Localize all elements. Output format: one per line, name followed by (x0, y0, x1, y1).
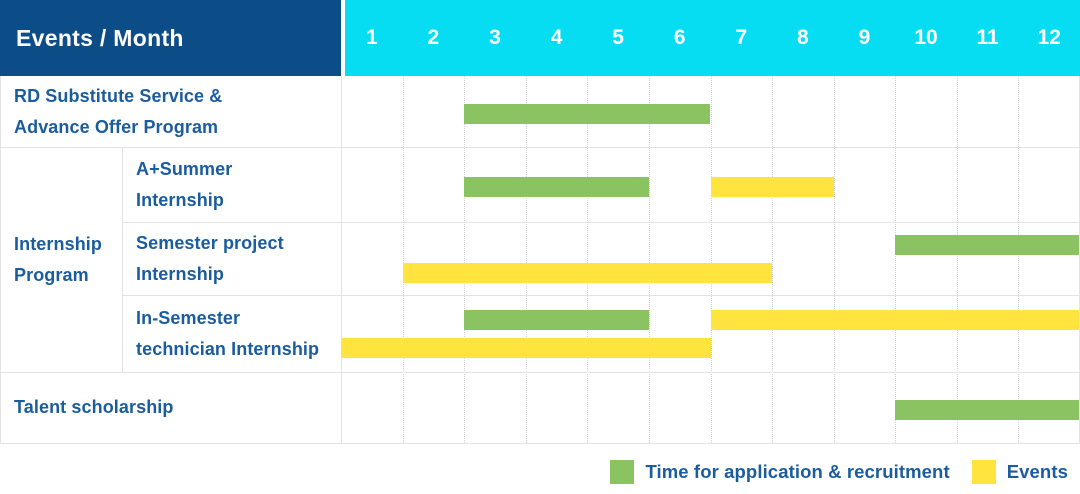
row-label-line: RD Substitute Service & (14, 85, 223, 106)
label-column-divider (341, 76, 342, 443)
row-divider (122, 222, 1080, 223)
month-gridline (587, 76, 589, 443)
row-label-talent-scholarship: Talent scholarship (0, 372, 341, 443)
month-gridline (895, 76, 897, 443)
legend-swatch-events (971, 460, 996, 484)
bar-semester-project-events (402, 262, 773, 283)
bar-in-semester-technician-recruitment (464, 309, 649, 330)
month-header-9: 9 (858, 26, 871, 49)
month-gridline (710, 76, 712, 443)
month-gridline (525, 76, 527, 443)
month-header-8: 8 (797, 26, 809, 49)
group-label-line: Program (14, 264, 89, 285)
row-divider (0, 443, 1080, 444)
month-header-1: 1 (365, 26, 378, 49)
row-label-line: Talent scholarship (14, 397, 174, 417)
month-header-12: 12 (1037, 26, 1061, 49)
month-gridline (648, 76, 650, 443)
row-label-rd-substitute: RD Substitute Service & Advance Offer Pro… (0, 76, 341, 147)
table-corner-header: Events / Month (0, 0, 341, 76)
bar-a-plus-summer-events (710, 176, 834, 197)
month-header-10: 10 (914, 26, 938, 49)
month-header-6: 6 (673, 26, 686, 49)
row-label-line: A+Summer (136, 158, 233, 179)
bar-semester-project-recruitment (895, 234, 1079, 255)
month-header-3: 3 (489, 26, 501, 49)
row-divider (0, 147, 1080, 148)
chart-legend: Time for application & recruitment Event… (610, 460, 1068, 484)
row-label-line: Semester project (136, 232, 284, 253)
bar-in-semester-technician-events (341, 337, 711, 358)
bar-rd-substitute-recruitment (464, 103, 711, 124)
month-header-7: 7 (735, 26, 748, 49)
row-label-line: technician Internship (136, 338, 320, 359)
month-header-2: 2 (427, 26, 440, 49)
table-left-border (0, 76, 1, 443)
month-gridline (833, 76, 835, 443)
month-gridline (402, 76, 404, 443)
row-divider (0, 372, 1080, 373)
row-divider (122, 295, 1080, 296)
bar-a-plus-summer-recruitment (464, 176, 649, 197)
month-gridline (772, 76, 774, 443)
month-header-11: 11 (976, 26, 999, 49)
month-gridline (956, 76, 958, 443)
month-gridline (464, 76, 466, 443)
legend-label-events: Events (1006, 461, 1068, 482)
row-label-line: Advance Offer Program (14, 116, 219, 137)
group-column-divider (122, 147, 123, 372)
row-label-line: Internship (136, 263, 225, 284)
month-header-row (345, 0, 1080, 76)
group-label-line: Internship (14, 233, 103, 254)
row-label-semester-project: Semester project Internship (122, 222, 341, 295)
month-header-4: 4 (550, 26, 563, 49)
legend-swatch-recruitment (610, 460, 635, 484)
month-gridline (1018, 76, 1020, 443)
row-label-in-semester-technician: In-Semester technician Internship (122, 295, 341, 372)
bar-in-semester-technician-events (710, 309, 1079, 330)
row-label-line: Internship (136, 189, 225, 210)
row-label-line: In-Semester (136, 307, 241, 328)
bar-talent-scholarship-recruitment (895, 399, 1079, 420)
row-label-a-plus-summer: A+Summer Internship (122, 147, 341, 222)
month-header-5: 5 (612, 26, 624, 49)
group-label-internship-program: Internship Program (0, 147, 122, 372)
legend-label-recruitment: Time for application & recruitment (645, 461, 950, 482)
